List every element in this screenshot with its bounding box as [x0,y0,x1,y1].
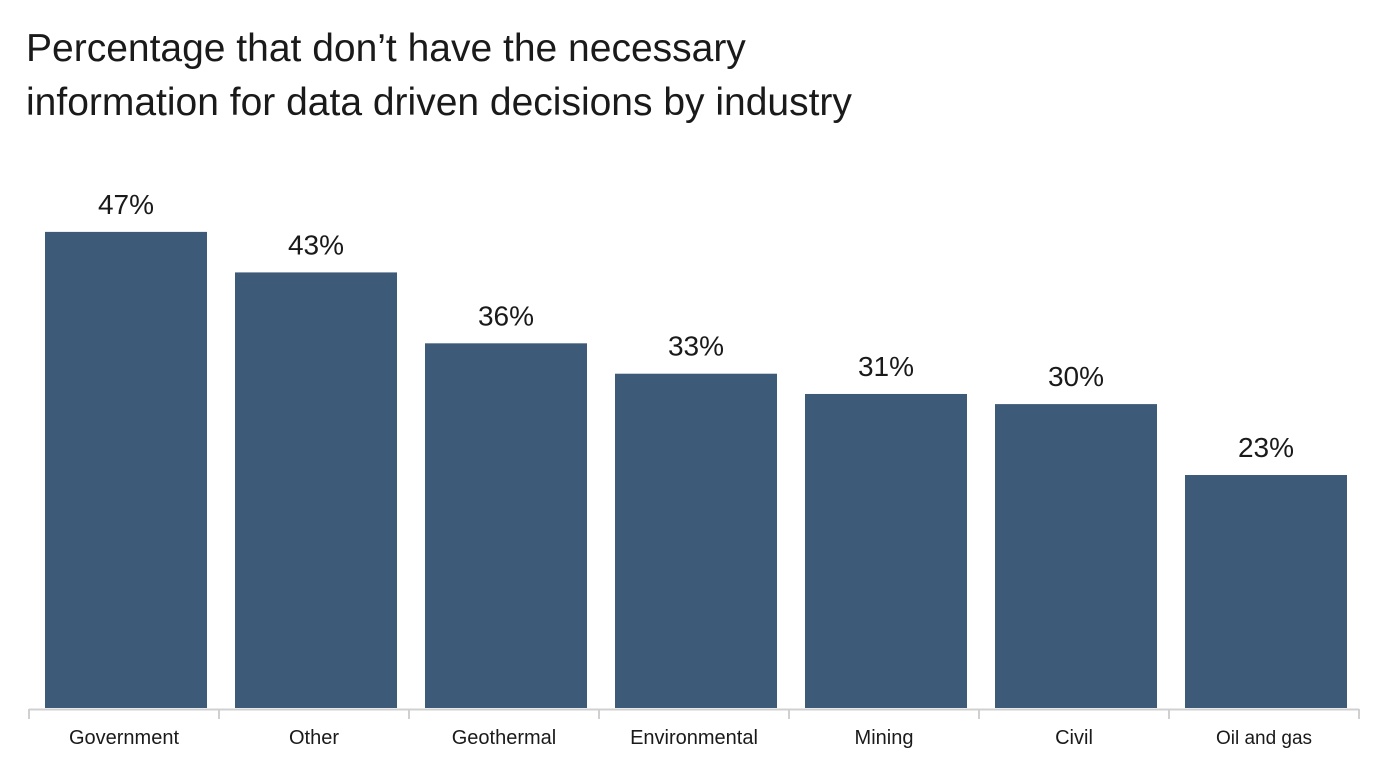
x-tick-label: Civil [1055,727,1093,749]
x-tick-label: Environmental [630,727,758,749]
chart-title-line-1: Percentage that don’t have the necessary [26,27,746,70]
bar-mining [805,393,967,708]
x-tick-label: Mining [855,727,914,749]
bar-environmental [615,373,777,708]
bar-geothermal [425,343,587,708]
data-label: 36% [478,300,534,331]
data-label: 30% [1048,361,1104,392]
data-label: 31% [858,351,914,382]
data-label: 47% [98,189,154,220]
data-label: 33% [668,331,724,362]
x-tick-label: Government [69,727,179,749]
data-label: 43% [288,229,344,260]
bar-oil-and-gas [1185,475,1347,708]
chart-title-line-2: information for data driven decisions by… [26,81,852,124]
x-tick-label: Oil and gas [1216,728,1312,749]
bar-civil [995,404,1157,708]
bar-government [45,231,207,708]
chart-title: Percentage that don’t have the necessary… [26,22,852,130]
x-tick-label: Geothermal [452,727,557,749]
data-label: 23% [1238,432,1294,463]
bar-other [235,272,397,708]
x-tick-label: Other [289,727,339,749]
